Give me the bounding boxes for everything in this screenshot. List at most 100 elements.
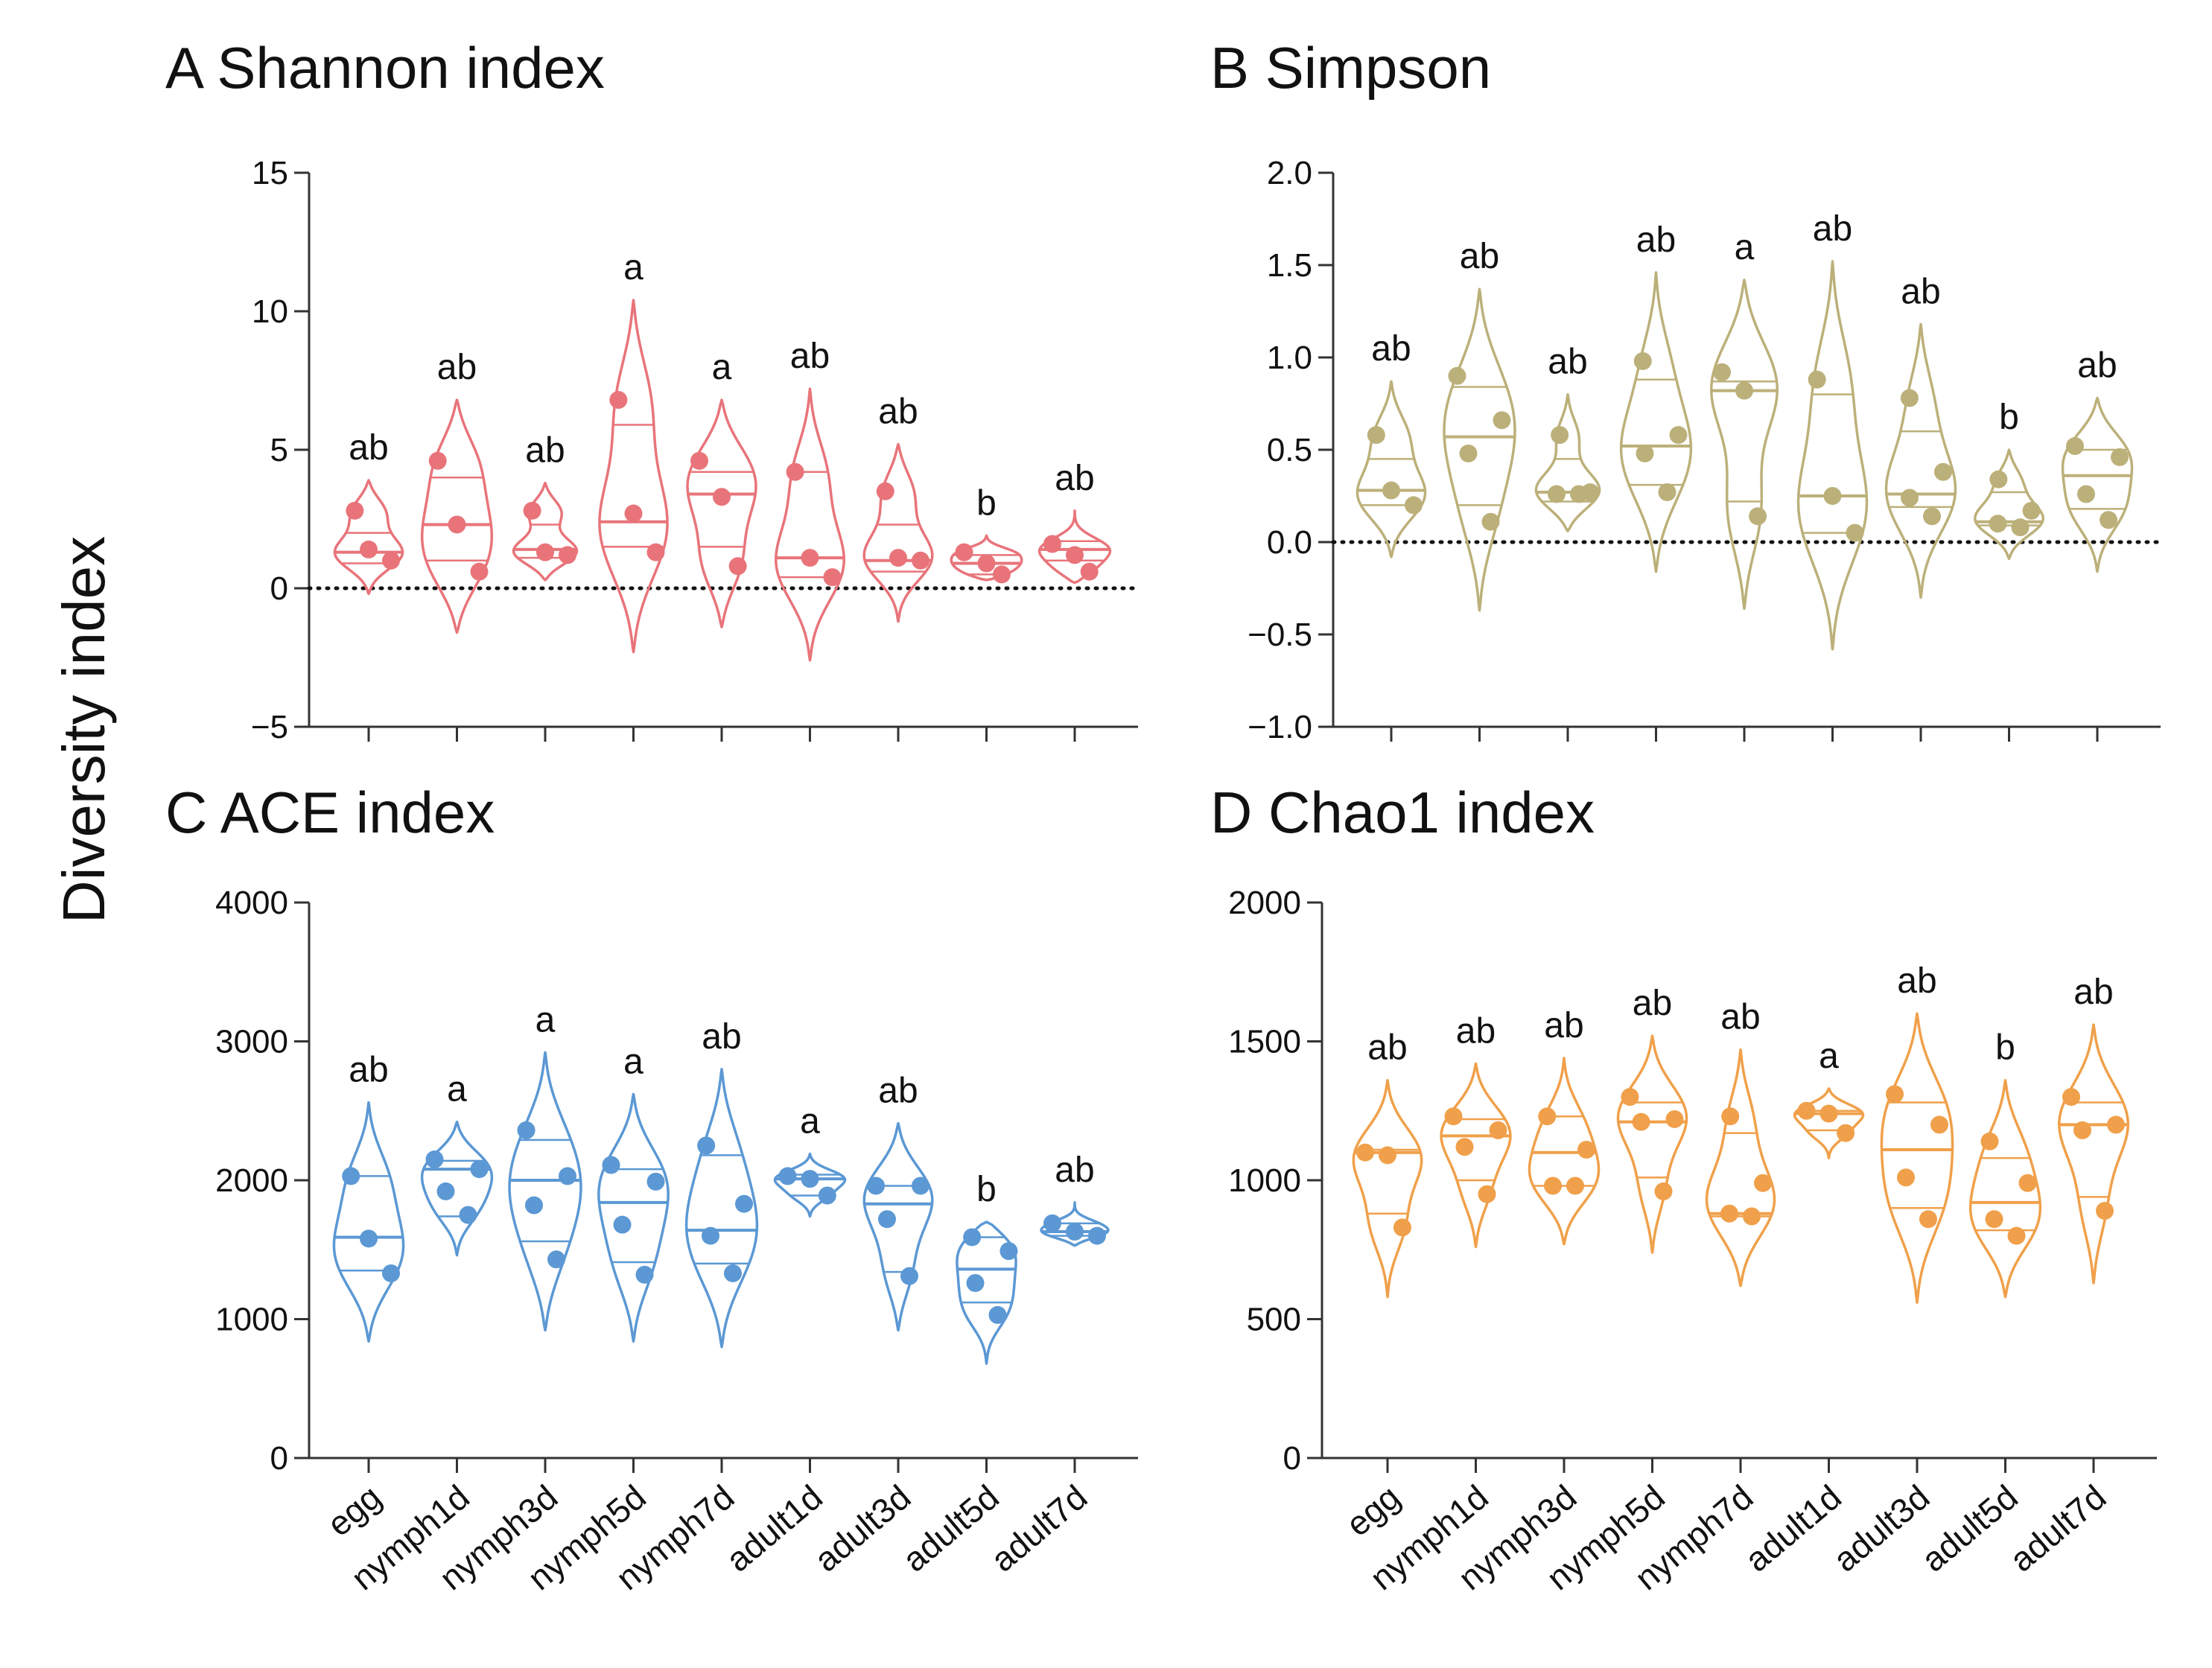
data-point [2073, 1121, 2091, 1139]
significance-letter: ab [878, 392, 918, 432]
data-point [1548, 485, 1566, 503]
y-tick-label: 0.0 [1267, 524, 1312, 561]
data-point [1900, 389, 1919, 407]
data-point [559, 546, 576, 564]
data-point [1448, 366, 1466, 385]
x-tick-label: adult5d [895, 1477, 1006, 1579]
significance-letter: ab [878, 1072, 918, 1111]
significance-letter: a [1735, 228, 1755, 267]
significance-letter: ab [1720, 998, 1760, 1037]
data-point [2007, 1226, 2026, 1245]
y-tick-label: 1000 [215, 1302, 288, 1338]
violin-nymph5d [1616, 1034, 1688, 1254]
data-point [1481, 512, 1500, 531]
data-point [646, 543, 665, 561]
data-point [889, 549, 907, 567]
data-point [867, 1177, 885, 1195]
data-point [1749, 507, 1767, 526]
x-tick-label: adult7d [983, 1477, 1094, 1579]
violin-adult3d [862, 442, 934, 623]
data-point [818, 1186, 836, 1205]
significance-letter: a [712, 348, 732, 387]
violin-nymph7d [684, 1068, 759, 1349]
data-point [1654, 1182, 1673, 1200]
data-point [713, 488, 731, 506]
data-point [1043, 1214, 1061, 1232]
y-tick-label: −5 [251, 709, 288, 745]
y-tick-label: 5 [270, 432, 288, 468]
data-point [1735, 381, 1753, 400]
x-tick-label: adult3d [1825, 1477, 1936, 1579]
data-point [360, 540, 378, 558]
data-point [966, 1274, 985, 1293]
violin-nymph7d [1705, 1048, 1776, 1287]
data-point [1379, 1146, 1396, 1165]
data-point [690, 451, 708, 470]
data-point [1901, 488, 1919, 507]
data-point [1405, 496, 1423, 515]
y-tick-label: 3000 [215, 1024, 288, 1060]
data-point [1713, 363, 1731, 381]
data-point [1837, 1124, 1855, 1142]
data-point [2022, 501, 2041, 520]
data-point [2066, 437, 2084, 456]
violin-nymph5d [1619, 271, 1693, 573]
data-point [988, 1305, 1007, 1324]
data-point [1919, 1210, 1937, 1229]
y-tick-label: 2.0 [1267, 155, 1312, 191]
violin-adult7d [1040, 1201, 1110, 1247]
data-point [1489, 1121, 1507, 1139]
data-point [2111, 448, 2129, 466]
significance-letter: ab [1055, 459, 1094, 498]
data-point [823, 568, 842, 587]
data-point [1808, 370, 1826, 389]
violin-nymph7d [1709, 278, 1779, 611]
violin-adult3d [862, 1121, 934, 1332]
data-point [360, 1229, 378, 1248]
data-point [1356, 1143, 1374, 1162]
significance-letter: ab [790, 337, 830, 376]
data-point [1577, 1140, 1595, 1159]
data-point [425, 1150, 444, 1169]
data-point [2077, 485, 2095, 503]
data-point [1669, 426, 1688, 445]
violin-adult7d [2058, 1023, 2129, 1285]
data-point [1980, 1132, 1999, 1150]
significance-letter: ab [2073, 973, 2113, 1012]
data-point [801, 549, 819, 567]
data-point [876, 482, 894, 500]
significance-letter: ab [1901, 272, 1940, 311]
data-point [547, 1250, 565, 1269]
data-point [1393, 1218, 1411, 1237]
x-tick-label: egg [1338, 1477, 1407, 1544]
data-point [1538, 1107, 1557, 1126]
significance-letter: b [976, 483, 997, 523]
significance-letter: a [447, 1070, 467, 1110]
violin-adult1d [1796, 260, 1869, 651]
data-point [878, 1210, 896, 1229]
data-point [1846, 523, 1864, 542]
violin-nymph3d [512, 481, 579, 582]
panel-title: B Simpson [1210, 35, 1491, 101]
data-point [1989, 470, 2008, 488]
data-point [2011, 518, 2030, 537]
data-point [1088, 1226, 1106, 1245]
significance-letter: a [535, 1000, 556, 1040]
data-point [1989, 515, 2007, 533]
data-point [1493, 411, 1511, 430]
data-point [1544, 1177, 1562, 1195]
data-point [1665, 1110, 1684, 1128]
data-point [1367, 426, 1385, 445]
data-point [999, 1242, 1018, 1261]
data-point [1658, 483, 1677, 502]
data-point [1823, 487, 1842, 505]
y-tick-label: 15 [252, 155, 288, 191]
panel-2: B Simpson−1.0−0.50.00.51.01.52.0abababab… [1210, 35, 2163, 745]
x-tick-label: adult1d [719, 1477, 830, 1579]
data-point [702, 1226, 719, 1245]
data-point [382, 551, 400, 570]
panel-1: A Shannon index −5 0 5 10 15 ab ab ab a a ab ab b ab [165, 35, 1140, 745]
data-point [977, 554, 996, 573]
data-point [2107, 1115, 2125, 1134]
data-point [635, 1265, 654, 1284]
